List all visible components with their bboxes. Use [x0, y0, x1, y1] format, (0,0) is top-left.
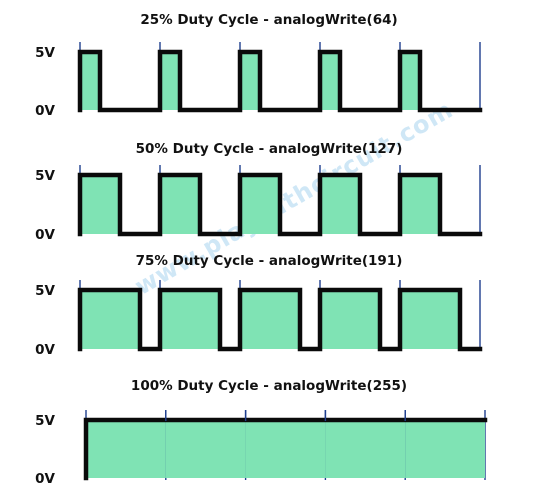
pwm-waveform-line [83, 417, 488, 481]
pulse-fill [80, 52, 100, 110]
low-level-label: 0V [35, 227, 55, 243]
panel-title: 25% Duty Cycle - analogWrite(64) [140, 12, 397, 28]
pulse-fill [245, 420, 326, 478]
pulse-fill [400, 52, 420, 110]
pulse-fill [80, 290, 140, 349]
pulse-fill [86, 420, 166, 478]
pulse-fill [165, 420, 246, 478]
pulse-fill [240, 175, 280, 234]
pwm-waveform-line [77, 49, 483, 113]
panel-title: 75% Duty Cycle - analogWrite(191) [136, 253, 403, 269]
panels-group: 25% Duty Cycle - analogWrite(64)5V0V50% … [35, 12, 488, 487]
high-level-label: 5V [35, 283, 55, 299]
pulse-fill [320, 290, 380, 349]
low-level-label: 0V [35, 103, 55, 119]
pulse-fill [80, 175, 120, 234]
pulse-fill [400, 290, 460, 349]
high-level-label: 5V [35, 45, 55, 61]
pulse-fill [160, 175, 200, 234]
pulse-fill [160, 52, 180, 110]
low-level-label: 0V [35, 471, 55, 487]
pulse-fill [240, 290, 300, 349]
duty-cycle-panel-4: 100% Duty Cycle - analogWrite(255) 5V 0V [35, 378, 488, 487]
pulse-fill [240, 52, 260, 110]
pwm-waveform-line [77, 287, 483, 352]
pulse-fill [325, 420, 406, 478]
high-level-label: 5V [35, 413, 55, 429]
pulse-fill [320, 175, 360, 234]
high-level-label: 5V [35, 168, 55, 184]
pwm-waveform-line [77, 172, 483, 237]
duty-cycle-panel-1: 25% Duty Cycle - analogWrite(64) 5V 0V [35, 12, 483, 119]
low-level-label: 0V [35, 342, 55, 358]
duty-cycle-panel-2: 50% Duty Cycle - analogWrite(127) 5V 0V [35, 141, 483, 243]
pulse-fill [160, 290, 220, 349]
panel-title: 100% Duty Cycle - analogWrite(255) [131, 378, 407, 394]
pulse-fill [400, 175, 440, 234]
pulse-fill [405, 420, 485, 478]
pulse-fill [320, 52, 340, 110]
panel-title: 50% Duty Cycle - analogWrite(127) [136, 141, 403, 157]
duty-cycle-panel-3: 75% Duty Cycle - analogWrite(191) 5V 0V [35, 253, 483, 358]
